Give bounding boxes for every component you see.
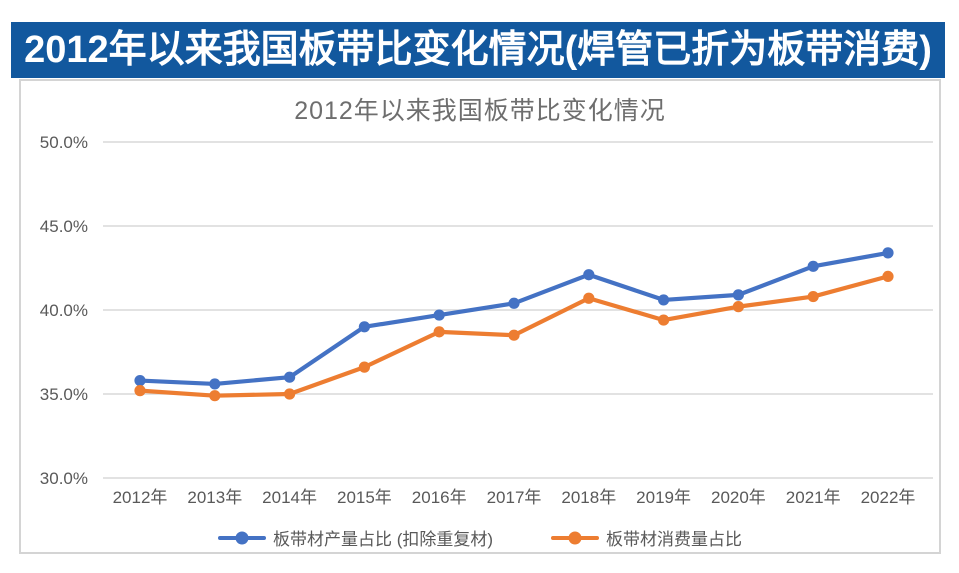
- chart-panel: 2012年以来我国板带比变化情况 50.0% 45.0% 40.0% 35.0% 30.…: [19, 79, 941, 554]
- data-point: [732, 289, 745, 301]
- y-tick-label: 30.0%: [40, 469, 88, 488]
- x-tick-label: 2015年: [337, 488, 392, 507]
- legend-dot-consumption-icon: [568, 531, 582, 544]
- data-point: [882, 247, 894, 259]
- data-point: [658, 314, 670, 326]
- x-tick-label: 2014年: [262, 488, 317, 507]
- data-point: [134, 385, 146, 397]
- data-point: [508, 297, 520, 309]
- chart-title: 2012年以来我国板带比变化情况: [294, 97, 666, 125]
- data-point: [284, 371, 296, 383]
- y-tick-label: 35.0%: [40, 385, 88, 404]
- data-point: [134, 374, 146, 387]
- legend-marker-production-icon: [217, 531, 266, 544]
- data-point: [732, 301, 745, 313]
- y-tick-label: 45.0%: [40, 217, 88, 236]
- x-tick-label: 2013年: [187, 488, 242, 507]
- y-tick-label: 50.0%: [40, 133, 88, 152]
- data-point: [882, 270, 894, 282]
- data-point: [433, 326, 445, 338]
- legend-dot-production-icon: [235, 531, 249, 544]
- header-title: 2012年以来我国板带比变化情况(焊管已折为板带消费): [24, 29, 932, 71]
- x-tick-label: 2017年: [487, 488, 542, 507]
- data-point: [807, 260, 819, 272]
- legend-marker-consumption-icon: [551, 531, 600, 544]
- data-point: [583, 292, 595, 304]
- legend-label-production: 板带材产量占比 (扣除重复材): [272, 530, 494, 549]
- data-point: [583, 269, 595, 281]
- data-point: [658, 294, 670, 306]
- x-tick-label: 2022年: [861, 488, 916, 507]
- data-point: [508, 329, 520, 341]
- legend-item-consumption: 板带材消费量占比: [551, 525, 742, 550]
- x-tick-label: 2018年: [561, 488, 616, 507]
- legend-label-consumption: 板带材消费量占比: [606, 530, 743, 549]
- x-tick-label: 2020年: [711, 488, 766, 507]
- data-point: [433, 309, 445, 321]
- x-tick-label: 2016年: [412, 488, 467, 507]
- header-banner: 2012年以来我国板带比变化情况(焊管已折为板带消费): [11, 22, 945, 78]
- y-tick-label: 40.0%: [40, 301, 88, 320]
- line-chart: 50.0% 45.0% 40.0% 35.0% 30.0% 2012年 2013年 2014年…: [40, 133, 933, 507]
- x-tick-label: 2019年: [636, 488, 691, 507]
- x-tick-label: 2012年: [113, 488, 168, 507]
- data-point: [209, 390, 221, 402]
- chart-legend: 板带材产量占比 (扣除重复材) 板带材消费量占比: [21, 525, 939, 550]
- data-point: [358, 321, 370, 333]
- legend-item-production: 板带材产量占比 (扣除重复材): [217, 525, 494, 550]
- data-point: [807, 290, 819, 303]
- data-point: [209, 378, 221, 390]
- x-tick-label: 2021年: [786, 488, 841, 507]
- data-point: [358, 361, 370, 373]
- series-line: [137, 250, 891, 387]
- data-point: [284, 388, 296, 400]
